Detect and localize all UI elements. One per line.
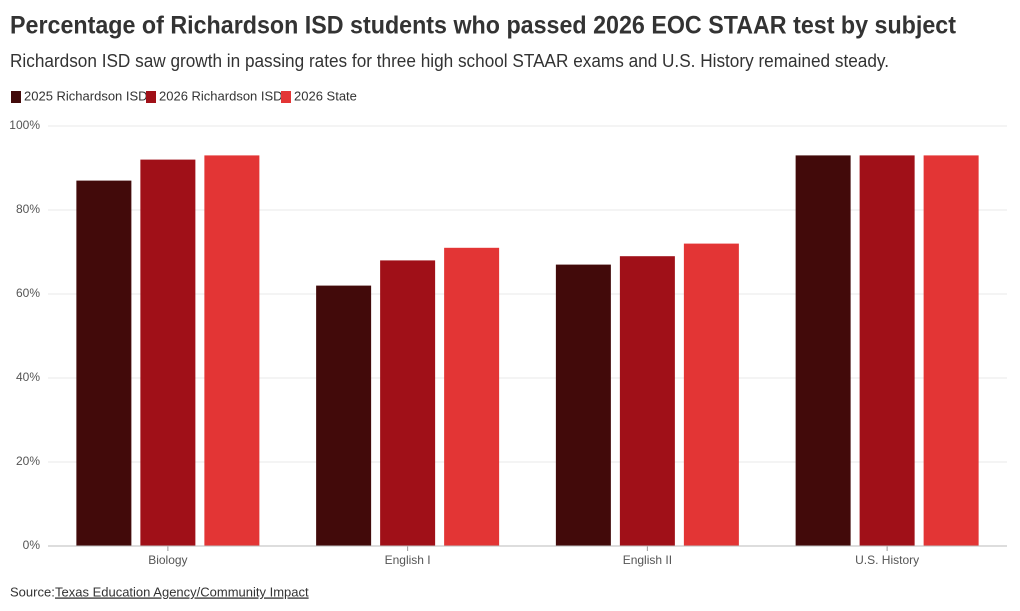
- bar: [683, 243, 739, 546]
- source-link[interactable]: Texas Education Agency/Community Impact: [55, 584, 309, 599]
- bar: [140, 159, 196, 546]
- bar: [316, 285, 372, 546]
- y-tick-label: 40%: [16, 370, 40, 384]
- chart-title: Percentage of Richardson ISD students wh…: [10, 12, 957, 40]
- legend-label: 2026 Richardson ISD: [159, 88, 283, 103]
- legend-swatch: [146, 91, 156, 103]
- chart-subtitle: Richardson ISD saw growth in passing rat…: [10, 51, 889, 71]
- bar: [859, 155, 915, 546]
- y-tick-label: 100%: [9, 118, 40, 132]
- y-tick-label: 60%: [16, 286, 40, 300]
- source-label: Source:: [10, 584, 55, 599]
- bar: [795, 155, 851, 546]
- legend-swatch: [11, 91, 21, 103]
- bar: [923, 155, 979, 546]
- legend-label: 2026 State: [294, 88, 357, 103]
- x-tick-label: English II: [623, 553, 672, 567]
- y-tick-label: 80%: [16, 202, 40, 216]
- x-tick-label: Biology: [148, 553, 187, 567]
- y-tick-label: 0%: [23, 538, 41, 552]
- legend-label: 2025 Richardson ISD: [24, 88, 148, 103]
- y-tick-label: 20%: [16, 454, 40, 468]
- x-tick-label: U.S. History: [855, 553, 919, 567]
- legend-swatch: [281, 91, 291, 103]
- bar: [555, 264, 611, 546]
- bar: [380, 260, 436, 546]
- x-tick-label: English I: [385, 553, 431, 567]
- bar: [76, 180, 132, 546]
- bar: [619, 256, 675, 546]
- bar: [444, 247, 500, 547]
- bar: [204, 155, 260, 546]
